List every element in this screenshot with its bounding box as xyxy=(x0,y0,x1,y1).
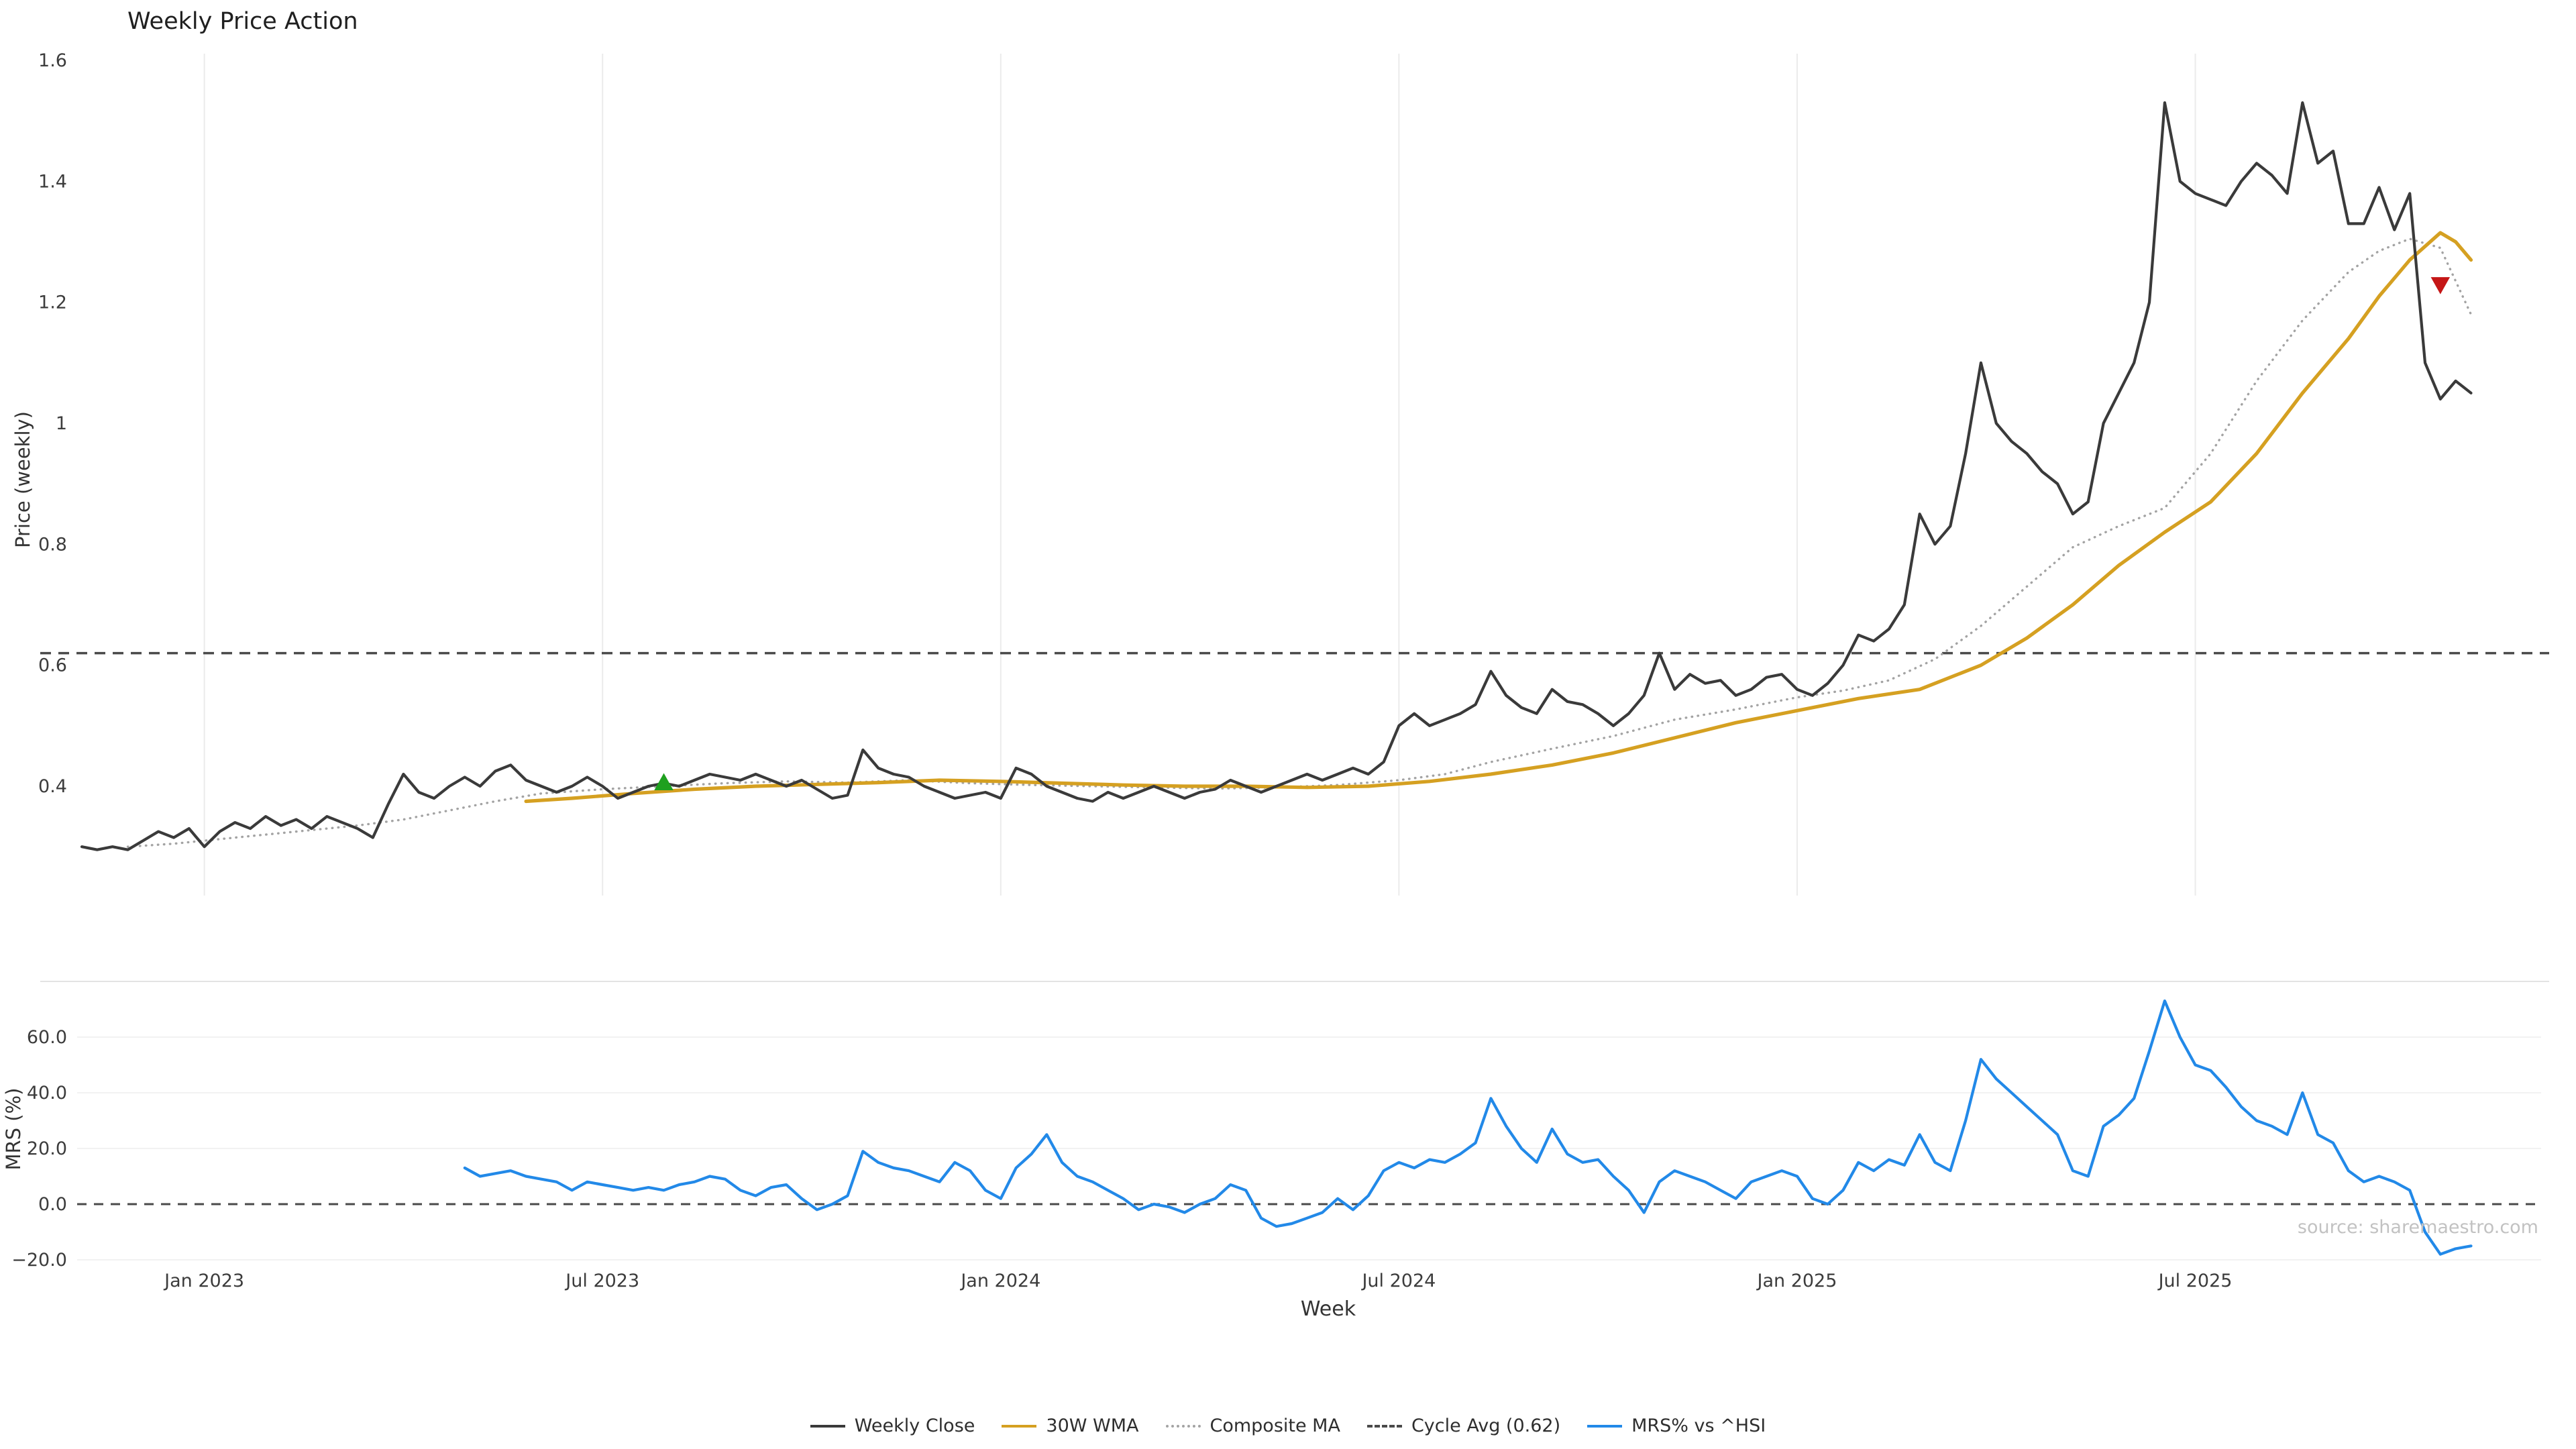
sell-signal-marker xyxy=(2430,277,2451,294)
mrs-swatch-icon xyxy=(1587,1424,1623,1428)
wma-swatch-icon xyxy=(1002,1424,1037,1428)
legend-item-composite-ma: Composite MA xyxy=(1165,1415,1340,1436)
legend-item-30w-wma: 30W WMA xyxy=(1002,1415,1139,1436)
price-ytick-label: 1 xyxy=(56,413,67,434)
source-watermark: source: sharemaestro.com xyxy=(2297,1217,2538,1238)
mrs-ytick-label: −20.0 xyxy=(11,1250,67,1271)
mrs-vs-hsi-line xyxy=(463,999,2473,1256)
buy-signal-marker xyxy=(654,773,674,790)
legend-label: Cycle Avg (0.62) xyxy=(1411,1415,1561,1436)
legend-label: 30W WMA xyxy=(1046,1415,1139,1436)
legend-item-cycle-avg: Cycle Avg (0.62) xyxy=(1366,1415,1561,1436)
legend-label: Composite MA xyxy=(1210,1415,1340,1436)
price-ytick-label: 1.4 xyxy=(38,171,67,192)
mrs-axis-label: MRS (%) xyxy=(2,1087,25,1171)
legend-label: Weekly Close xyxy=(854,1415,975,1436)
mrs-ytick-label: 20.0 xyxy=(27,1138,67,1159)
weekly-close-swatch-icon xyxy=(810,1424,845,1428)
x-tick-label: Jan 2023 xyxy=(163,1271,244,1291)
mrs-ytick-label: 60.0 xyxy=(27,1027,67,1048)
price-axis-label: Price (weekly) xyxy=(11,411,34,549)
page-title: Weekly Price Action xyxy=(127,8,358,35)
legend-item-weekly-close: Weekly Close xyxy=(810,1415,975,1436)
30w-wma-line xyxy=(524,231,2473,804)
legend-label: MRS% vs ^HSI xyxy=(1631,1415,1766,1436)
mrs-ytick-label: 0.0 xyxy=(38,1194,67,1215)
x-tick-label: Jul 2024 xyxy=(1360,1271,1436,1291)
price-ytick-label: 1.2 xyxy=(38,292,67,313)
x-tick-label: Jul 2023 xyxy=(564,1271,639,1291)
price-ytick-label: 0.6 xyxy=(38,655,67,676)
price-ytick-label: 1.6 xyxy=(38,50,67,71)
price-ytick-label: 0.4 xyxy=(38,776,67,797)
price-ytick-label: 0.8 xyxy=(38,534,67,555)
week-axis-label: Week xyxy=(1300,1297,1356,1321)
weekly-close-line xyxy=(80,101,2473,851)
chart-legend: Weekly Close 30W WMA Composite MA Cycle … xyxy=(0,1415,2576,1436)
composite-ma-swatch-icon xyxy=(1165,1424,1201,1428)
mrs-ytick-label: 40.0 xyxy=(27,1083,67,1104)
x-tick-label: Jan 2025 xyxy=(1756,1271,1837,1291)
legend-item-mrs: MRS% vs ^HSI xyxy=(1587,1415,1766,1436)
composite-ma-line xyxy=(126,237,2473,848)
cycle-avg-swatch-icon xyxy=(1366,1424,1402,1428)
x-tick-label: Jul 2025 xyxy=(2157,1271,2233,1291)
x-tick-label: Jan 2024 xyxy=(959,1271,1040,1291)
